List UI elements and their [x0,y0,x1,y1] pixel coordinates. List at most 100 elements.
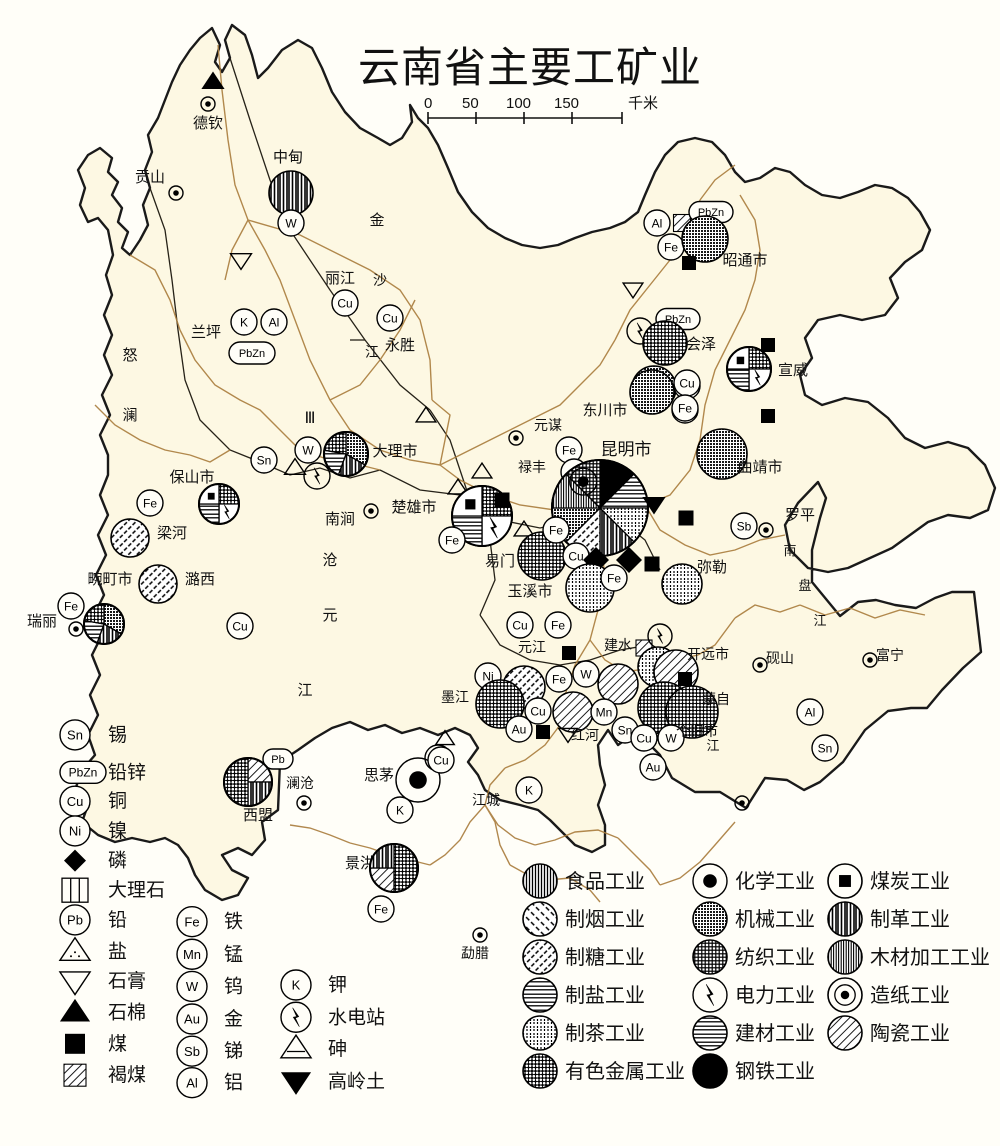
svg-text:机械工业: 机械工业 [735,908,815,931]
svg-text:Fe: Fe [678,401,692,415]
svg-text:易门: 易门 [485,553,515,570]
svg-text:镍: 镍 [108,820,127,842]
svg-text:大理石: 大理石 [108,879,165,901]
svg-text:金: 金 [224,1008,243,1030]
svg-text:Cu: Cu [636,731,651,745]
svg-text:Cu: Cu [337,296,352,310]
svg-text:木材加工工业: 木材加工工业 [870,946,990,969]
svg-text:煤: 煤 [108,1033,127,1055]
svg-text:保山市: 保山市 [169,469,214,486]
svg-text:梁河: 梁河 [157,525,187,542]
svg-text:Pb: Pb [67,913,83,928]
svg-text:大理市: 大理市 [372,443,417,460]
svg-text:富宁: 富宁 [876,647,904,663]
svg-text:江: 江 [813,613,826,628]
svg-text:铜: 铜 [108,790,127,812]
svg-text:Al: Al [269,315,280,329]
svg-text:制盐工业: 制盐工业 [565,984,645,1007]
svg-text:Sb: Sb [737,519,752,533]
svg-text:Fe: Fe [552,672,566,686]
svg-text:Al: Al [652,216,663,230]
svg-text:思茅: 思茅 [364,767,394,784]
svg-text:铅锌: 铅锌 [108,761,146,783]
svg-text:贡山: 贡山 [135,169,165,186]
svg-text:磷: 磷 [108,850,127,872]
svg-text:陶瓷工业: 陶瓷工业 [870,1022,950,1045]
svg-text:Fe: Fe [64,599,78,613]
svg-text:Fe: Fe [374,902,388,916]
svg-text:Fe: Fe [184,914,199,929]
svg-text:Ⅲ: Ⅲ [304,410,315,427]
svg-text:制革工业: 制革工业 [870,908,950,931]
svg-text:罗平: 罗平 [785,507,815,524]
svg-text:水电站: 水电站 [328,1006,385,1028]
svg-text:怒: 怒 [122,347,137,364]
svg-text:Fe: Fe [549,523,563,537]
svg-text:禄丰: 禄丰 [518,459,546,475]
svg-text:西盟: 西盟 [243,807,273,824]
svg-text:盘: 盘 [798,578,811,593]
svg-text:永胜: 永胜 [385,337,415,354]
svg-text:南: 南 [783,543,796,558]
svg-text:Mn: Mn [183,947,201,962]
svg-text:食品工业: 食品工业 [565,870,645,893]
svg-text:煤炭工业: 煤炭工业 [870,870,950,893]
svg-text:Au: Au [646,760,661,774]
svg-text:石膏: 石膏 [108,969,146,992]
svg-text:Cu: Cu [67,794,84,809]
svg-text:Sn: Sn [818,741,833,755]
svg-text:锡: 锡 [108,724,127,746]
svg-text:K: K [292,978,301,993]
svg-text:千米: 千米 [628,95,658,112]
svg-text:W: W [186,979,199,994]
svg-text:Au: Au [512,722,527,736]
svg-text:会泽: 会泽 [686,336,716,353]
svg-text:Mn: Mn [596,705,613,719]
svg-text:元江: 元江 [518,639,546,655]
svg-text:东川市: 东川市 [582,402,627,419]
svg-text:南涧: 南涧 [325,511,355,528]
svg-text:Sn: Sn [618,723,633,737]
svg-text:高岭土: 高岭土 [328,1070,385,1092]
svg-text:蒙自: 蒙自 [702,691,730,707]
svg-text:云南省主要工矿业: 云南省主要工矿业 [358,44,702,91]
svg-text:有色金属工业: 有色金属工业 [565,1060,685,1083]
svg-text:Cu: Cu [232,619,247,633]
svg-text:W: W [285,216,297,230]
svg-text:Cu: Cu [512,618,527,632]
svg-text:江: 江 [365,344,379,360]
svg-text:100: 100 [506,95,531,112]
svg-text:Fe: Fe [562,443,576,457]
svg-text:盐: 盐 [108,940,127,962]
svg-text:丽江: 丽江 [325,270,355,287]
svg-text:中甸: 中甸 [273,149,303,166]
svg-text:潞西: 潞西 [185,571,215,588]
svg-text:玉溪市: 玉溪市 [507,583,552,600]
svg-text:昆明市: 昆明市 [601,440,652,459]
svg-text:畹町市: 畹町市 [87,571,132,588]
svg-text:K: K [240,315,248,329]
svg-text:Al: Al [805,705,816,719]
svg-text:瑞丽: 瑞丽 [27,613,57,630]
svg-text:锑: 锑 [224,1040,243,1062]
svg-text:昭通市: 昭通市 [722,252,767,269]
svg-text:Sb: Sb [184,1044,200,1059]
svg-text:Fe: Fe [607,571,621,585]
svg-text:元: 元 [322,607,337,624]
svg-text:江: 江 [706,738,719,753]
svg-text:勐腊: 勐腊 [461,945,489,961]
svg-text:PbZn: PbZn [69,766,98,780]
svg-text:造纸工业: 造纸工业 [870,984,950,1007]
svg-text:电力工业: 电力工业 [735,984,815,1007]
svg-text:Pb: Pb [271,754,284,766]
svg-text:弥勒: 弥勒 [697,558,727,576]
svg-text:Sn: Sn [257,453,272,467]
svg-text:Cu: Cu [530,704,545,718]
svg-text:Cu: Cu [433,753,448,767]
svg-text:建材工业: 建材工业 [735,1022,815,1045]
svg-text:制糖工业: 制糖工业 [565,946,645,969]
svg-text:Fe: Fe [551,618,565,632]
svg-text:沧: 沧 [322,552,337,569]
svg-text:纺织工业: 纺织工业 [735,946,815,969]
svg-text:Cu: Cu [382,311,397,325]
